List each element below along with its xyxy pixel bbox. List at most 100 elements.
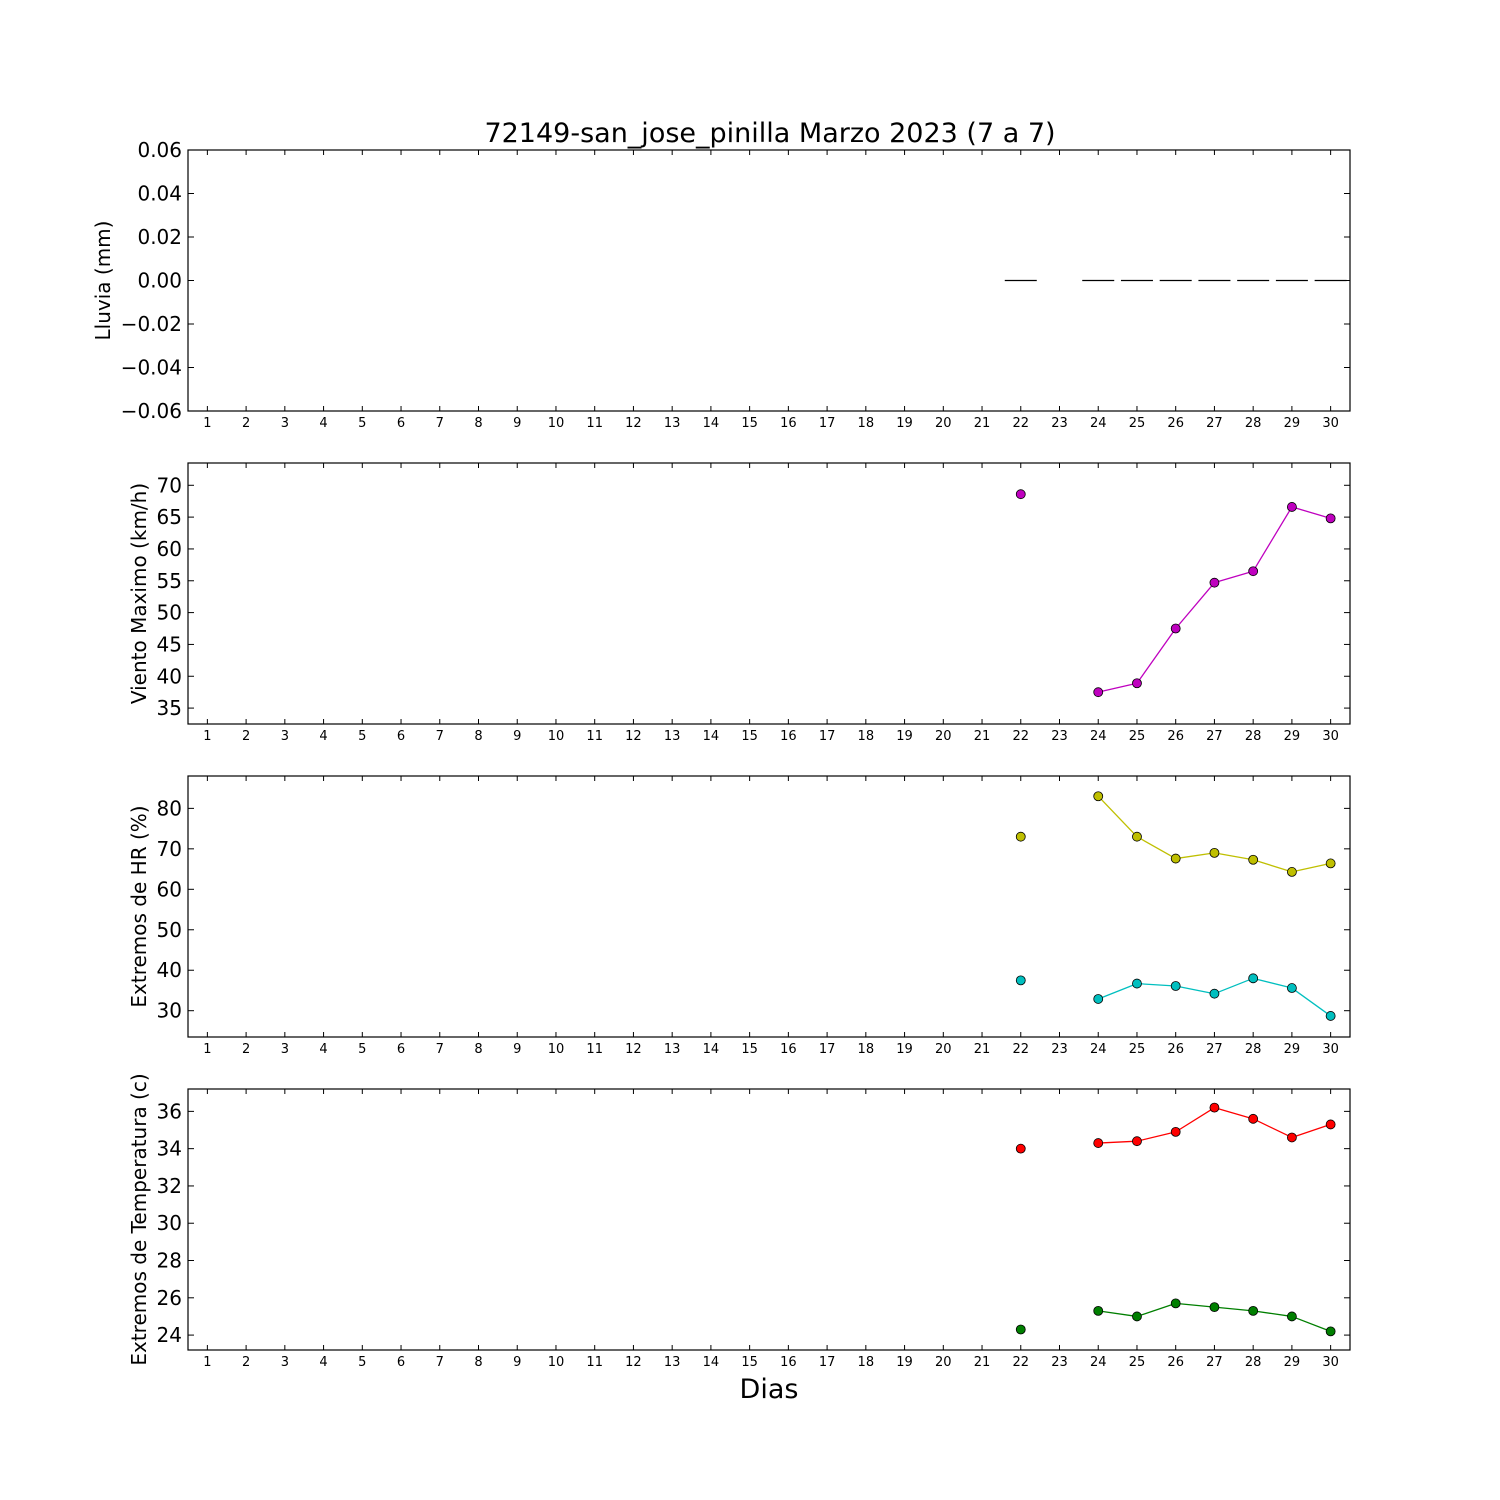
series-line <box>1098 1140 1137 1144</box>
x-tick-label: 6 <box>397 416 405 431</box>
x-tick-label: 10 <box>548 416 565 431</box>
x-tick-label: 5 <box>358 416 366 431</box>
x-tick-label: 5 <box>358 729 366 744</box>
x-tick-label: 20 <box>935 729 952 744</box>
y-tick-label: 50 <box>157 601 182 625</box>
data-point <box>1132 831 1142 842</box>
x-tick-label: 17 <box>819 729 836 744</box>
x-axis-label: Dias <box>740 1374 799 1405</box>
x-tick-label: 1 <box>203 416 211 431</box>
series-line <box>1214 570 1254 584</box>
data-point <box>1287 502 1297 512</box>
panels: 1 2 3 4 5 6 7 8 9 10 11 12 13 14 15 16 17 18 19 20 21 22 23 24 2… <box>91 138 1351 1370</box>
x-tick-label: 13 <box>664 416 681 431</box>
x-tick-label: 16 <box>780 1042 797 1057</box>
x-tick-label: 19 <box>896 1042 913 1057</box>
series-line <box>1098 1310 1138 1318</box>
x-tick-label: 27 <box>1206 729 1223 744</box>
y-tick-label: −0.06 <box>121 399 182 423</box>
data-point <box>1287 983 1297 993</box>
series-2 <box>1015 1298 1336 1337</box>
x-tick-label: 13 <box>664 1355 681 1370</box>
data-point <box>1132 978 1142 989</box>
y-tick-label: 0.04 <box>137 182 182 206</box>
x-tick-label: 30 <box>1322 729 1339 744</box>
x-tick-label: 3 <box>281 1042 289 1057</box>
chart-title: 72149-san_jose_pinilla Marzo 2023 (7 a 7… <box>484 118 1055 149</box>
series-line <box>1291 987 1332 1017</box>
x-tick-label: 22 <box>1012 416 1029 431</box>
x-tick-label: 18 <box>858 1355 875 1370</box>
x-tick-label: 15 <box>741 416 758 431</box>
data-point <box>1325 1326 1336 1337</box>
x-tick-label: 25 <box>1129 416 1146 431</box>
x-tick-label: 14 <box>703 416 720 431</box>
y-tick-label: 55 <box>157 569 182 593</box>
data-point <box>1248 1113 1259 1124</box>
x-tick-label: 7 <box>436 1042 444 1057</box>
x-tick-label: 9 <box>513 1355 521 1370</box>
x-tick-label: 22 <box>1012 1042 1029 1057</box>
x-tick-label: 29 <box>1284 729 1301 744</box>
series-line <box>1097 795 1138 838</box>
y-tick-label: 60 <box>157 877 182 901</box>
series-line <box>1291 1315 1331 1332</box>
plot-frame <box>187 775 1351 1038</box>
x-tick-label: 30 <box>1322 416 1339 431</box>
x-tick-label: 4 <box>319 1042 327 1057</box>
y-tick-label: 60 <box>157 537 182 561</box>
series-line <box>1175 852 1215 860</box>
x-tick-label: 11 <box>586 729 603 744</box>
x-tick-label: 25 <box>1129 729 1146 744</box>
data-point <box>1132 1311 1142 1322</box>
x-tick-label: 10 <box>548 1355 565 1370</box>
y-tick-label: 0.00 <box>137 269 182 293</box>
series-line <box>1253 977 1293 989</box>
series-line <box>1098 682 1138 693</box>
data-point <box>1287 867 1297 877</box>
panel-2: 1 2 3 4 5 6 7 8 9 10 11 12 13 14 15 16 17 18 19 20 21 22 23 24 2… <box>127 462 1351 744</box>
x-tick-label: 9 <box>513 1042 521 1057</box>
x-tick-label: 17 <box>819 1042 836 1057</box>
x-tick-label: 4 <box>319 1355 327 1370</box>
x-tick-label: 9 <box>513 416 521 431</box>
x-tick-label: 22 <box>1012 729 1029 744</box>
x-tick-label: 3 <box>281 416 289 431</box>
x-tick-label: 28 <box>1245 1355 1262 1370</box>
x-tick-label: 4 <box>319 729 327 744</box>
panel-1: 1 2 3 4 5 6 7 8 9 10 11 12 13 14 15 16 17 18 19 20 21 22 23 24 2… <box>91 138 1351 431</box>
x-tick-label: 24 <box>1090 1355 1107 1370</box>
data-point <box>1170 1298 1181 1309</box>
x-tick-label: 12 <box>625 729 642 744</box>
data-point <box>1325 1119 1336 1130</box>
x-tick-label: 20 <box>935 1355 952 1370</box>
y-axis-label: Viento Maximo (km/h) <box>127 483 151 704</box>
x-tick-label: 5 <box>358 1042 366 1057</box>
plot-frame <box>187 1088 1351 1351</box>
series-line <box>1175 985 1215 995</box>
x-tick-label: 8 <box>474 729 482 744</box>
x-tick-label: 24 <box>1090 729 1107 744</box>
x-tick-label: 13 <box>664 729 681 744</box>
x-tick-label: 2 <box>242 729 250 744</box>
y-tick-label: 0.02 <box>137 225 182 249</box>
data-point <box>1170 853 1181 864</box>
x-tick-label: 12 <box>625 416 642 431</box>
series-line <box>1136 982 1176 987</box>
x-tick-label: 11 <box>586 1042 603 1057</box>
series-line <box>1252 859 1293 873</box>
x-tick-label: 30 <box>1322 1042 1339 1057</box>
x-tick-label: 11 <box>586 416 603 431</box>
data-point <box>1209 988 1220 999</box>
data-point <box>1325 858 1336 869</box>
x-tick-label: 29 <box>1284 1042 1301 1057</box>
series-line <box>1175 1107 1215 1133</box>
data-point <box>1015 1324 1026 1335</box>
x-tick-label: 24 <box>1090 1042 1107 1057</box>
data-point <box>1170 623 1181 634</box>
data-point <box>1093 994 1104 1004</box>
x-tick-label: 2 <box>242 1042 250 1057</box>
x-tick-label: 16 <box>780 416 797 431</box>
x-tick-label: 2 <box>242 1355 250 1370</box>
x-tick-label: 26 <box>1167 1355 1184 1370</box>
